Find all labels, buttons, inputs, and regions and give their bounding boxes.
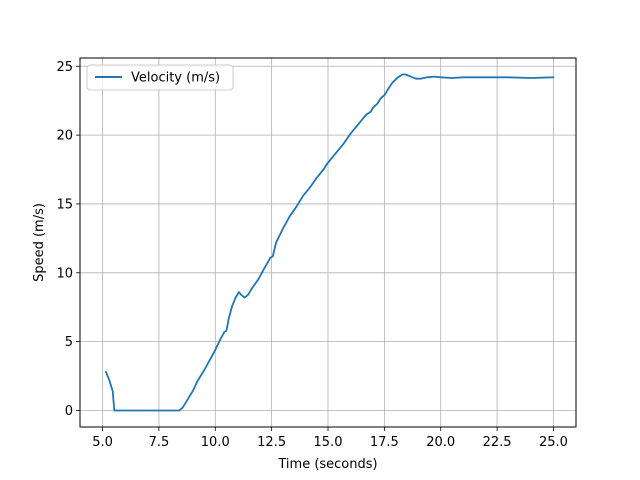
y-axis-label: Speed (m/s) (32, 203, 47, 282)
legend-box (86, 64, 234, 91)
y-tick-label: 5 (65, 335, 73, 350)
x-tick-label: 7.5 (149, 435, 170, 450)
grid-lines (80, 58, 576, 427)
x-tick-label: 22.5 (483, 435, 512, 450)
x-tick-label: 20.0 (426, 435, 455, 450)
x-tick-label: 10.0 (201, 435, 230, 450)
velocity-series-line (105, 73, 555, 412)
x-axis-label: Time (seconds) (277, 457, 377, 472)
x-tick-label: 15.0 (314, 435, 343, 450)
y-tick-label: 0 (65, 404, 73, 419)
y-tick-label: 20 (56, 129, 73, 144)
y-tick-label: 25 (56, 60, 73, 75)
x-tick-label: 17.5 (370, 435, 399, 450)
legend-entry-velocity: Velocity (m/s) (131, 71, 220, 86)
x-tick-label: 5.0 (92, 435, 113, 450)
axis-ticks: 5.0 7.5 10.0 12.5 15.0 17.5 20.0 22.5 25.0 0 5 10 15… (56, 60, 567, 450)
legend: Velocity (m/s) (86, 64, 234, 91)
y-tick-label: 10 (56, 266, 73, 281)
series-lines (105, 73, 555, 412)
x-tick-label: 25.0 (539, 435, 568, 450)
y-tick-label: 15 (56, 197, 73, 212)
x-tick-label: 12.5 (257, 435, 286, 450)
